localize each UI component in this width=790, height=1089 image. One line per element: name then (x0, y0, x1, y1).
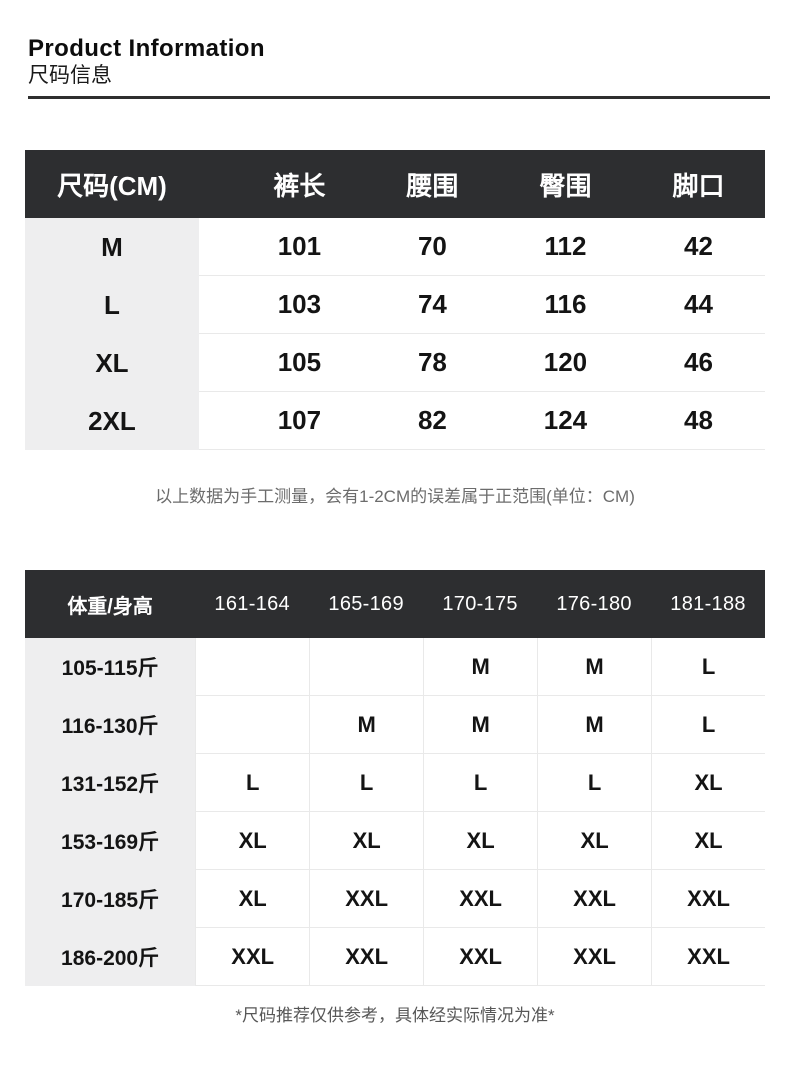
size-cell: M (423, 638, 537, 695)
row-label: XL (25, 334, 199, 392)
recommend-header-height-range: 170-175 (442, 592, 518, 615)
size-cell: XL (651, 754, 765, 811)
measurement-cell: 42 (684, 231, 713, 261)
weight-label: 116-130斤 (25, 696, 196, 754)
size-cell: XL (651, 812, 765, 869)
size-cell (309, 638, 423, 695)
size-cell: XXL (423, 928, 537, 985)
size-cell: XL (195, 812, 309, 869)
size-measurement-table: 尺码(CM) 裤长 腰围 臀围 脚口 M 101 70 112 42 L 103… (25, 150, 765, 450)
size-recommendation-table: 体重/身高 161-164 165-169 170-175 176-180 18… (25, 570, 765, 986)
size-cell: M (537, 638, 651, 695)
measurement-cell: 70 (417, 231, 447, 261)
measurement-tolerance-note: 以上数据为手工测量，会有1-2CM的误差属于正范围(单位：CM) (155, 487, 635, 506)
measurement-cell: 107 (277, 405, 322, 435)
recommend-header-height-range: 165-169 (328, 592, 404, 615)
recommend-row-116-130: 116-130斤 M M M L (25, 696, 765, 754)
size-cell (195, 638, 309, 695)
row-data: XL XL XL XL XL (195, 812, 765, 870)
recommend-header-height-range: 161-164 (214, 592, 290, 615)
measurement-cell: 48 (684, 405, 713, 435)
size-cell: L (651, 638, 765, 695)
weight-label: 105-115斤 (25, 638, 196, 696)
size-table-header-hip: 臀围 (539, 170, 592, 201)
weight-label: 186-200斤 (25, 928, 196, 986)
weight-label: 131-152斤 (25, 754, 196, 812)
recommend-row-131-152: 131-152斤 L L L L XL (25, 754, 765, 812)
measurement-cell: 44 (684, 289, 713, 319)
row-data: 105 78 120 46 (198, 334, 765, 392)
size-cell: XXL (309, 928, 423, 985)
recommend-row-170-185: 170-185斤 XL XXL XXL XXL XXL (25, 870, 765, 928)
size-cell: XXL (423, 870, 537, 927)
row-data: M M L (195, 638, 765, 696)
size-cell: XXL (537, 928, 651, 985)
page-subtitle: 尺码信息 (28, 64, 112, 87)
size-table-header-pants-length: 裤长 (273, 170, 326, 201)
page-title: Product Information (28, 35, 265, 62)
size-table-row-l: L 103 74 116 44 (25, 276, 765, 334)
measurement-cell: 78 (417, 347, 447, 377)
size-table-header-leg-opening: 脚口 (672, 170, 725, 201)
row-label: L (25, 276, 199, 334)
weight-label: 170-185斤 (25, 870, 196, 928)
measurement-cell: 46 (684, 347, 713, 377)
recommend-header-height-range: 176-180 (556, 592, 632, 615)
recommend-row-153-169: 153-169斤 XL XL XL XL XL (25, 812, 765, 870)
size-cell: M (309, 696, 423, 753)
size-cell: XXL (537, 870, 651, 927)
weight-label: 153-169斤 (25, 812, 196, 870)
row-data: 101 70 112 42 (198, 218, 765, 276)
measurement-cell: 116 (544, 289, 587, 319)
measurement-cell: 74 (417, 289, 447, 319)
size-cell (195, 696, 309, 753)
title-block: Product Information 尺码信息 (0, 35, 790, 99)
size-cell: XL (309, 812, 423, 869)
size-table-row-2xl: 2XL 107 82 124 48 (25, 392, 765, 450)
recommend-table-header-row: 体重/身高 161-164 165-169 170-175 176-180 18… (25, 570, 765, 638)
title-divider (28, 96, 770, 99)
row-label: M (25, 218, 199, 276)
measurement-cell: 120 (543, 347, 588, 377)
row-data: M M M L (195, 696, 765, 754)
size-table-header-size: 尺码(CM) (57, 170, 167, 201)
size-cell: XXL (195, 928, 309, 985)
recommend-header-height-range: 181-188 (670, 592, 746, 615)
size-cell: XXL (309, 870, 423, 927)
size-table-row-m: M 101 70 112 42 (25, 218, 765, 276)
recommend-header-weight-height: 体重/身高 (67, 595, 153, 618)
size-cell: XL (423, 812, 537, 869)
size-cell: XXL (651, 870, 765, 927)
row-data: 107 82 124 48 (198, 392, 765, 450)
measurement-cell: 124 (543, 405, 588, 435)
size-table-header-data: 裤长 腰围 臀围 脚口 (199, 150, 765, 218)
row-data: L L L L XL (195, 754, 765, 812)
measurement-cell: 82 (417, 405, 447, 435)
row-data: XL XXL XXL XXL XXL (195, 870, 765, 928)
measurement-cell: 112 (544, 231, 587, 261)
row-data: 103 74 116 44 (198, 276, 765, 334)
row-data: XXL XXL XXL XXL XXL (195, 928, 765, 986)
size-cell: L (651, 696, 765, 753)
size-cell: XXL (651, 928, 765, 985)
size-cell: XL (195, 870, 309, 927)
size-table-header-waist: 腰围 (406, 170, 459, 201)
size-cell: L (537, 754, 651, 811)
recommendation-disclaimer-note: *尺码推荐仅供参考，具体经实际情况为准* (235, 1006, 555, 1025)
size-cell: M (423, 696, 537, 753)
size-cell: M (537, 696, 651, 753)
size-cell: XL (537, 812, 651, 869)
measurement-cell: 105 (277, 347, 322, 377)
size-table-row-xl: XL 105 78 120 46 (25, 334, 765, 392)
recommend-row-105-115: 105-115斤 M M L (25, 638, 765, 696)
size-cell: L (423, 754, 537, 811)
measurement-cell: 103 (277, 289, 322, 319)
recommend-row-186-200: 186-200斤 XXL XXL XXL XXL XXL (25, 928, 765, 986)
size-table-header-row: 尺码(CM) 裤长 腰围 臀围 脚口 (25, 150, 765, 218)
size-cell: L (309, 754, 423, 811)
row-label: 2XL (25, 392, 199, 450)
size-cell: L (195, 754, 309, 811)
measurement-cell: 101 (277, 231, 322, 261)
